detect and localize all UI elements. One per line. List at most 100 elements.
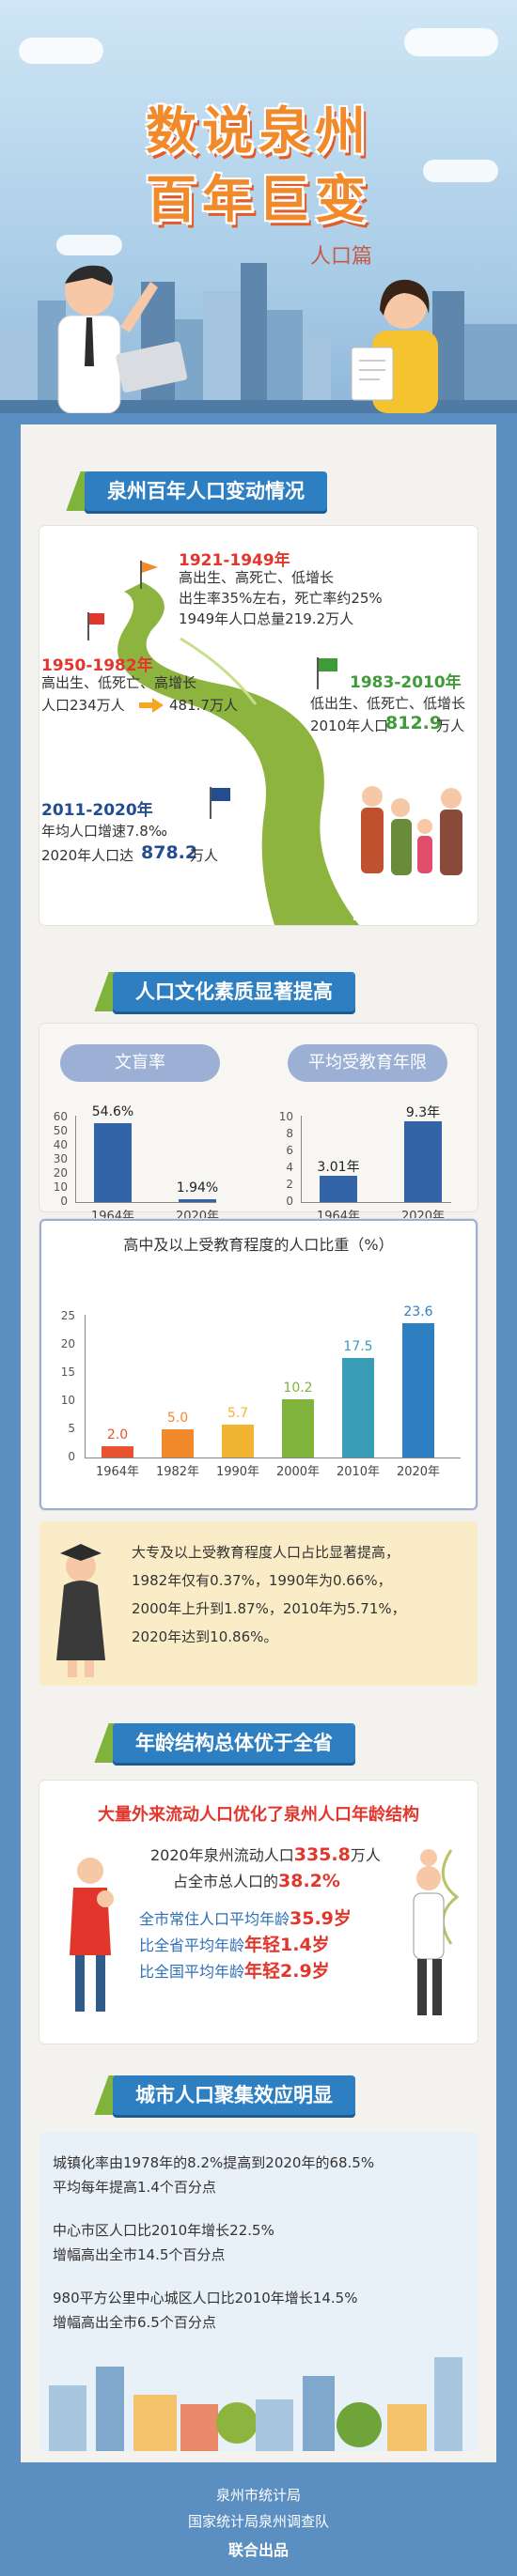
era2-line2a: 人口234万人 xyxy=(41,697,125,714)
flag-orange-icon xyxy=(140,561,158,589)
college-note-line2: 1982年仅有0.37%，1990年为0.66%， xyxy=(132,1572,392,1589)
title-line1: 数说泉州 xyxy=(146,101,371,161)
float-share-label: 占全市总人口的 xyxy=(173,1873,279,1890)
axis-line xyxy=(301,1116,302,1202)
tick: 0 xyxy=(286,1195,293,1208)
tick: 6 xyxy=(286,1144,293,1157)
illit-yaxis: 60 50 40 30 20 10 0 xyxy=(45,1110,73,1213)
footer-line2: 国家统计局泉州调查队 xyxy=(187,2513,329,2530)
cloud xyxy=(19,38,103,64)
urban-line1b: 平均每年提高1.4个百分点 xyxy=(53,2179,216,2196)
data-label-4: 17.5 xyxy=(343,1338,373,1354)
era4-title: 2011-2020年 xyxy=(41,801,153,820)
cloud xyxy=(423,160,498,182)
era4-value: 878.2 xyxy=(141,842,198,863)
father-illustration xyxy=(413,1849,460,2015)
tick: 8 xyxy=(286,1127,293,1140)
section4-tag: 城市人口聚集效应明显 xyxy=(113,2075,355,2115)
bar-1 xyxy=(179,1199,216,1202)
bar-1 xyxy=(404,1121,442,1202)
edu-years-pill: 平均受教育年限 xyxy=(288,1044,447,1082)
era1-line2: 出生率35%左右，死亡率约25% xyxy=(179,590,383,607)
urban-line2a: 中心市区人口比2010年增长22.5% xyxy=(53,2222,274,2239)
footer-line3: 联合出品 xyxy=(227,2541,289,2559)
college-note-line3: 2000年上升到1.87%，2010年为5.71%， xyxy=(132,1600,406,1617)
category-label-1: 1982年 xyxy=(155,1465,200,1479)
building xyxy=(464,324,517,413)
category-label-2: 1990年 xyxy=(215,1465,260,1479)
era3-line1: 低出生、低死亡、低增长 xyxy=(310,695,466,712)
data-label-0: 3.01年 xyxy=(317,1160,360,1176)
data-label-1: 1.94% xyxy=(176,1180,219,1196)
axis-line xyxy=(75,1202,216,1203)
woman-illustration xyxy=(351,279,438,413)
tick: 50 xyxy=(53,1124,68,1137)
cloud xyxy=(56,235,122,255)
section3-tag: 年龄结构总体优于全省 xyxy=(113,1723,355,1763)
tick: 20 xyxy=(53,1166,68,1180)
age-structure-card xyxy=(39,1781,478,2044)
avg-age-label: 全市常住人口平均年龄 xyxy=(139,1910,290,1928)
urban-line1a: 城镇化率由1978年的8.2%提高到2020年的68.5% xyxy=(53,2154,375,2171)
building xyxy=(203,291,241,413)
tick: 15 xyxy=(60,1365,75,1379)
tick: 10 xyxy=(60,1394,75,1407)
avg-age-line: 全市常住人口平均年龄35.9岁 xyxy=(139,1906,352,1932)
arrow-right-icon xyxy=(139,698,164,713)
building xyxy=(267,310,303,413)
era3-value: 812.9 xyxy=(385,713,443,733)
vs-province-label: 比全省平均年龄 xyxy=(139,1936,245,1954)
data-label-1: 9.3年 xyxy=(405,1105,441,1121)
tick: 60 xyxy=(53,1110,68,1123)
vs-province-line: 比全省平均年龄年轻1.4岁 xyxy=(139,1933,330,1958)
category-label-0: 1964年 xyxy=(95,1465,140,1479)
flag-green-icon xyxy=(317,657,337,689)
era3-line2a: 2010年人口 xyxy=(310,717,389,734)
section2-tag: 人口文化素质显著提高 xyxy=(113,972,355,1011)
tick: 0 xyxy=(60,1195,68,1208)
building xyxy=(303,333,331,413)
era4-unit: 万人 xyxy=(190,847,219,864)
axis-line xyxy=(75,1116,76,1202)
tick: 25 xyxy=(60,1309,75,1322)
flag-red-icon xyxy=(87,612,104,640)
float-pop-line: 2020年泉州流动人口335.8万人 xyxy=(150,1843,381,1868)
tick: 40 xyxy=(53,1138,68,1151)
vs-nation-line: 比全国平均年龄年轻2.9岁 xyxy=(139,1959,330,1984)
edu-yaxis: 10 8 6 4 2 0 xyxy=(271,1110,299,1213)
data-label-0: 54.6% xyxy=(91,1104,134,1120)
era1-line1: 高出生、高死亡、低增长 xyxy=(179,569,335,586)
bar-1 xyxy=(162,1428,194,1458)
bar-2 xyxy=(222,1425,254,1458)
data-label-0: 2.0 xyxy=(106,1427,129,1442)
era3-title: 1983-2010年 xyxy=(350,673,462,692)
float-pop-unit: 万人 xyxy=(350,1846,381,1864)
axis-line xyxy=(85,1315,86,1458)
data-label-2: 5.7 xyxy=(227,1406,249,1422)
era2-title: 1950-1982年 xyxy=(41,656,153,675)
tick: 2 xyxy=(286,1178,293,1191)
urban-line2b: 增幅高出全市14.5个百分点 xyxy=(53,2246,226,2263)
cloud xyxy=(404,28,498,56)
data-label-3: 10.2 xyxy=(283,1380,313,1396)
float-share-value: 38.2% xyxy=(278,1871,340,1891)
age-headline: 大量外来流动人口优化了泉州人口年龄结构 xyxy=(98,1805,419,1825)
tick: 4 xyxy=(286,1161,293,1174)
college-note-card xyxy=(39,1521,478,1686)
vs-nation-label: 比全国平均年龄 xyxy=(139,1963,245,1981)
data-label-1: 5.0 xyxy=(166,1410,189,1426)
footer-line1: 泉州市统计局 xyxy=(215,2487,301,2504)
illiteracy-pill: 文盲率 xyxy=(60,1044,220,1082)
era1-line3: 1949年人口总量219.2万人 xyxy=(179,610,354,627)
bar-4 xyxy=(342,1357,374,1458)
era3-unit: 万人 xyxy=(436,717,465,734)
tick: 5 xyxy=(68,1422,75,1435)
float-share-line: 占全市总人口的38.2% xyxy=(173,1869,340,1894)
college-note-line4: 2020年达到10.86%。 xyxy=(132,1628,278,1645)
bar-0 xyxy=(320,1176,357,1202)
category-label-5: 2020年 xyxy=(396,1465,441,1479)
hs-chart-title: 高中及以上受教育程度的人口比重（%） xyxy=(123,1236,394,1254)
category-label-4: 2010年 xyxy=(336,1465,381,1479)
tick: 0 xyxy=(68,1450,75,1463)
category-label-3: 2000年 xyxy=(275,1465,321,1479)
